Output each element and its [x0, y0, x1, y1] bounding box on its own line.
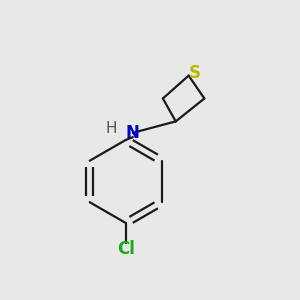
Text: Cl: Cl: [117, 240, 135, 258]
Text: N: N: [126, 124, 140, 142]
Text: H: H: [106, 121, 117, 136]
Text: S: S: [189, 64, 201, 82]
